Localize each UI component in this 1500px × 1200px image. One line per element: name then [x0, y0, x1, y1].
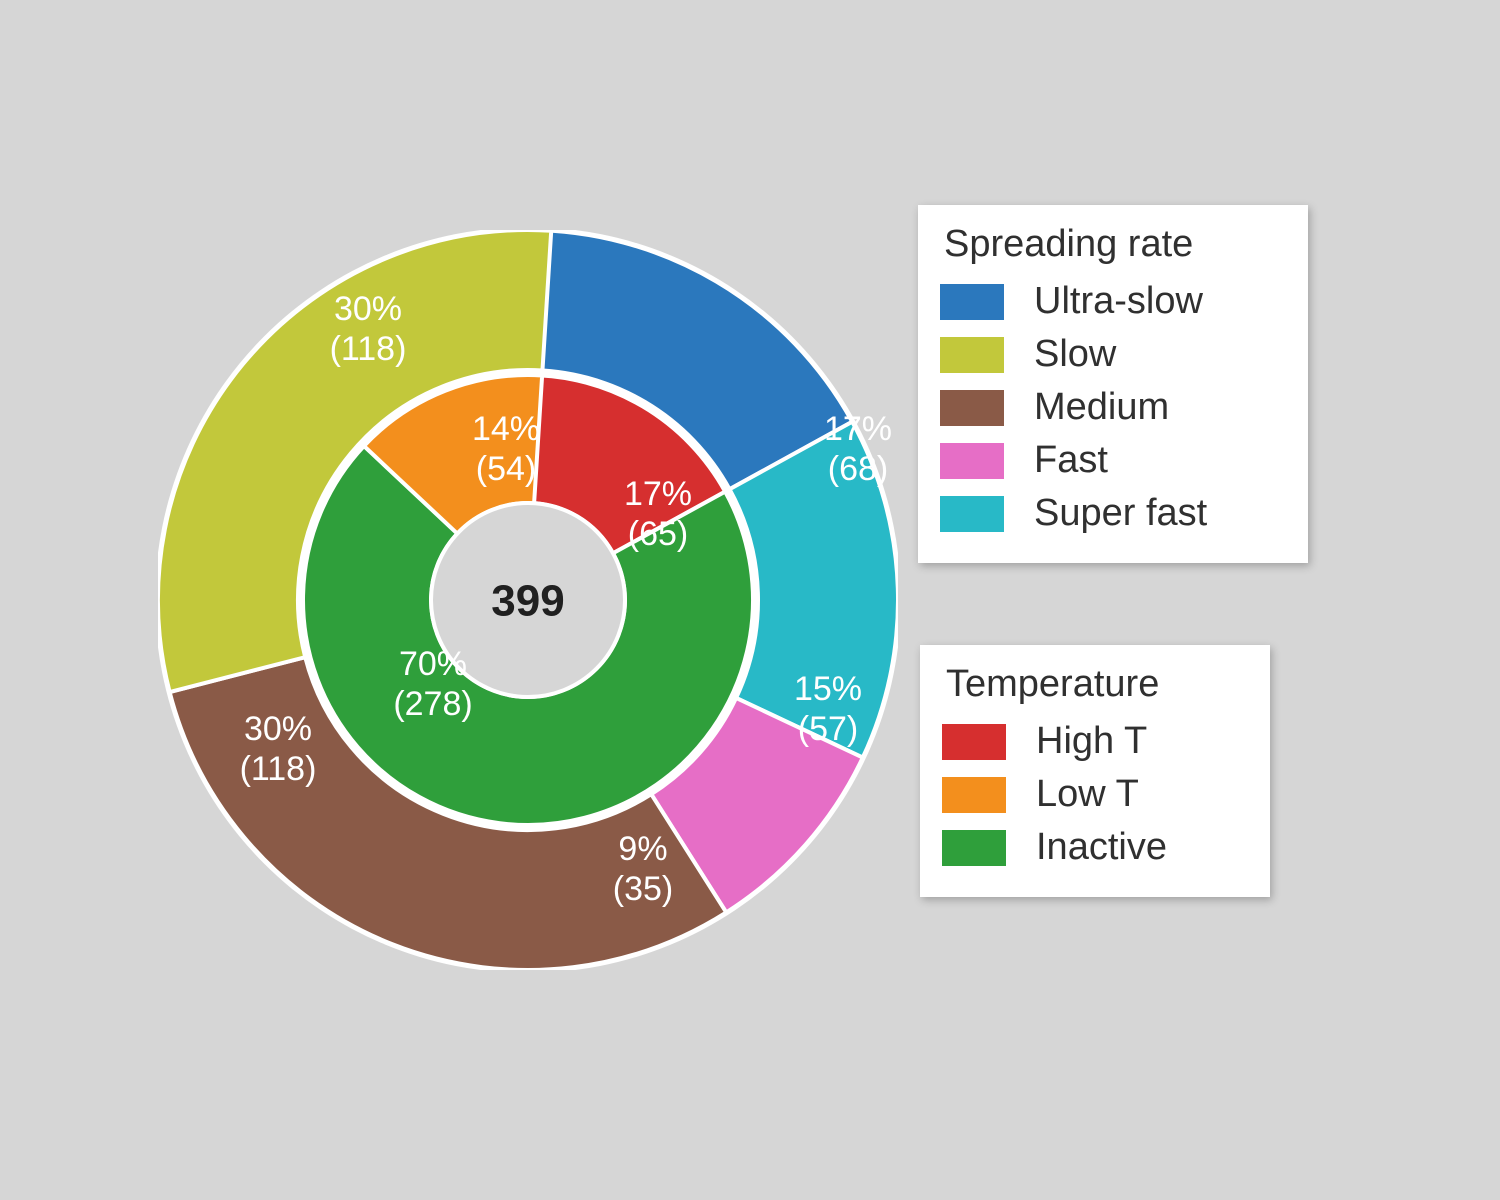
donut-chart: 17%(68)15%(57)9%(35)30%(118)30%(118)17%(…	[158, 230, 898, 970]
inner-slice-high-t-pct-label: 17%	[624, 475, 692, 513]
legend-label: Low T	[1036, 773, 1139, 816]
center-value: 399	[491, 577, 564, 626]
legend-label: Inactive	[1036, 826, 1167, 869]
legend-item: Ultra-slow	[940, 280, 1280, 323]
inner-slice-high-t-count-label: (65)	[628, 515, 688, 553]
legend-swatch	[942, 724, 1006, 760]
legend-item: High T	[942, 720, 1242, 763]
inner-slice-low-t-count-label: (54)	[476, 450, 536, 488]
inner-slice-inactive-count-label: (278)	[393, 685, 472, 723]
legend-label: Slow	[1034, 333, 1116, 376]
legend-title: Temperature	[946, 663, 1242, 706]
outer-slice-ultra-slow-count-label: (68)	[828, 450, 888, 488]
legend-item: Low T	[942, 773, 1242, 816]
outer-slice-slow-count-label: (118)	[330, 330, 407, 368]
legend-swatch	[940, 496, 1004, 532]
legend-label: Ultra-slow	[1034, 280, 1203, 323]
legend-item: Slow	[940, 333, 1280, 376]
legend-swatch	[940, 390, 1004, 426]
outer-slice-medium-count-label: (118)	[240, 750, 317, 788]
legend-label: Fast	[1034, 439, 1108, 482]
legend-label: High T	[1036, 720, 1147, 763]
legend-item: Medium	[940, 386, 1280, 429]
outer-slice-medium-pct-label: 30%	[244, 710, 312, 748]
stage: 17%(68)15%(57)9%(35)30%(118)30%(118)17%(…	[0, 0, 1500, 1200]
legend-item: Inactive	[942, 826, 1242, 869]
legend-swatch	[940, 443, 1004, 479]
legend-swatch	[942, 777, 1006, 813]
legend-swatch	[940, 337, 1004, 373]
legend-label: Medium	[1034, 386, 1169, 429]
legend-label: Super fast	[1034, 492, 1207, 535]
outer-slice-super-fast-pct-label: 15%	[794, 670, 862, 708]
legend-swatch	[942, 830, 1006, 866]
inner-slice-low-t-pct-label: 14%	[472, 410, 540, 448]
legend-spreading-rate: Spreading rate Ultra-slow Slow Medium Fast Su…	[918, 205, 1308, 563]
outer-slice-super-fast-count-label: (57)	[798, 710, 858, 748]
inner-slice-inactive-pct-label: 70%	[399, 645, 467, 683]
outer-slice-slow-pct-label: 30%	[334, 290, 402, 328]
legend-item: Fast	[940, 439, 1280, 482]
legend-swatch	[940, 284, 1004, 320]
legend-temperature: Temperature High T Low T Inactive	[920, 645, 1270, 897]
outer-slice-fast-pct-label: 9%	[618, 830, 667, 868]
legend-title: Spreading rate	[944, 223, 1280, 266]
legend-item: Super fast	[940, 492, 1280, 535]
donut-svg: 17%(68)15%(57)9%(35)30%(118)30%(118)17%(…	[158, 230, 898, 970]
outer-slice-ultra-slow-pct-label: 17%	[824, 410, 892, 448]
outer-slice-fast-count-label: (35)	[613, 870, 673, 908]
